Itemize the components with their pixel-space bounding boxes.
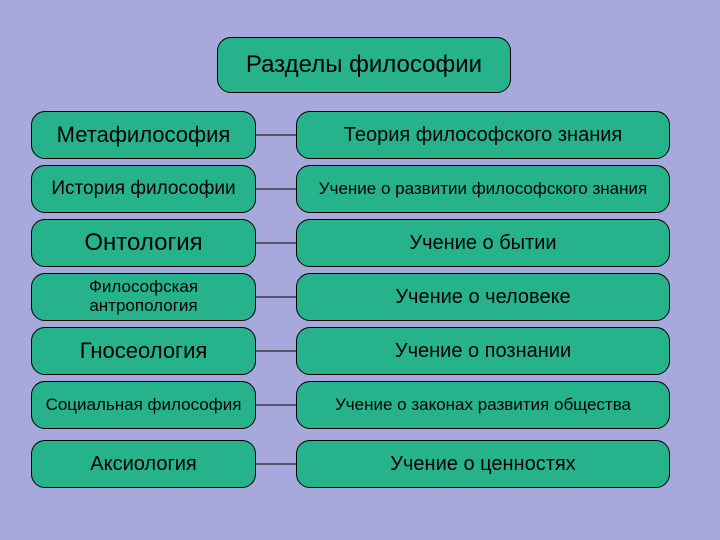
diagram-stage: Разделы философии Метафилософия Теория фил… [0, 0, 720, 540]
branch-social: Социальная философия [31, 381, 256, 429]
branch-history: История философии [31, 165, 256, 213]
branch-gnoseology: Гносеология [31, 327, 256, 375]
desc-gnoseology: Учение о познании [296, 327, 670, 375]
branch-metaphilosophy: Метафилософия [31, 111, 256, 159]
desc-anthropology: Учение о человеке [296, 273, 670, 321]
branch-anthropology: Философская антропология [31, 273, 256, 321]
desc-ontology: Учение о бытии [296, 219, 670, 267]
desc-axiology: Учение о ценностях [296, 440, 670, 488]
desc-metaphilosophy: Теория философского знания [296, 111, 670, 159]
branch-axiology: Аксиология [31, 440, 256, 488]
desc-history: Учение о развитии философского знания [296, 165, 670, 213]
desc-social: Учение о законах развития общества [296, 381, 670, 429]
branch-ontology: Онтология [31, 219, 256, 267]
title-node: Разделы философии [217, 37, 511, 93]
